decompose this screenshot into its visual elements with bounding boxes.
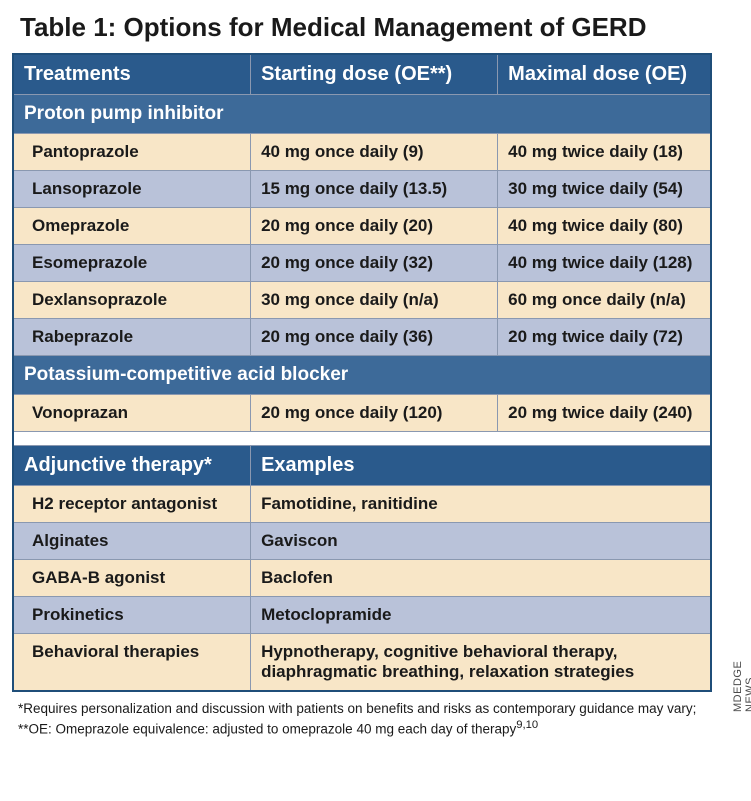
hdr-adjunctive: Adjunctive therapy*	[13, 446, 251, 486]
table-row: Vonoprazan 20 mg once daily (120) 20 mg …	[13, 395, 711, 432]
source-credit: MDEDGE NEWS	[732, 661, 751, 712]
footnote-1: *Requires personalization and discussion…	[18, 700, 706, 718]
table-row: H2 receptor antagonist Famotidine, ranit…	[13, 486, 711, 523]
drug-name: Esomeprazole	[13, 245, 251, 282]
table-row: Behavioral therapies Hypnotherapy, cogni…	[13, 634, 711, 692]
hdr-starting-dose: Starting dose (OE**)	[251, 54, 498, 95]
adjunct-example: Baclofen	[251, 560, 711, 597]
drug-name: Lansoprazole	[13, 171, 251, 208]
table-row: Pantoprazole 40 mg once daily (9) 40 mg …	[13, 134, 711, 171]
adjunct-example: Hypnotherapy, cognitive behavioral thera…	[251, 634, 711, 692]
drug-max: 40 mg twice daily (18)	[498, 134, 711, 171]
drug-start: 30 mg once daily (n/a)	[251, 282, 498, 319]
drug-max: 20 mg twice daily (72)	[498, 319, 711, 356]
adjunct-name: Behavioral therapies	[13, 634, 251, 692]
table-row: GABA-B agonist Baclofen	[13, 560, 711, 597]
drug-name: Pantoprazole	[13, 134, 251, 171]
drug-start: 20 mg once daily (120)	[251, 395, 498, 432]
gerd-table: Treatments Starting dose (OE**) Maximal …	[12, 53, 712, 692]
drug-max: 20 mg twice daily (240)	[498, 395, 711, 432]
drug-name: Vonoprazan	[13, 395, 251, 432]
footnotes: *Requires personalization and discussion…	[12, 692, 712, 739]
table-row: Alginates Gaviscon	[13, 523, 711, 560]
adjunct-example: Famotidine, ranitidine	[251, 486, 711, 523]
adjunct-example: Metoclopramide	[251, 597, 711, 634]
section-ppi: Proton pump inhibitor	[13, 95, 711, 134]
section-ppi-label: Proton pump inhibitor	[13, 95, 711, 134]
adjunct-name: Prokinetics	[13, 597, 251, 634]
footnote-citation: 9,10	[516, 719, 538, 731]
section-pcab: Potassium-competitive acid blocker	[13, 356, 711, 395]
adjunct-name: GABA-B agonist	[13, 560, 251, 597]
drug-start: 20 mg once daily (36)	[251, 319, 498, 356]
drug-name: Dexlansoprazole	[13, 282, 251, 319]
hdr-examples: Examples	[251, 446, 711, 486]
drug-name: Rabeprazole	[13, 319, 251, 356]
header-row-1: Treatments Starting dose (OE**) Maximal …	[13, 54, 711, 95]
spacer-row	[13, 432, 711, 446]
drug-max: 60 mg once daily (n/a)	[498, 282, 711, 319]
footnote-2: **OE: Omeprazole equivalence: adjusted t…	[18, 718, 706, 739]
hdr-maximal-dose: Maximal dose (OE)	[498, 54, 711, 95]
table-row: Rabeprazole 20 mg once daily (36) 20 mg …	[13, 319, 711, 356]
header-row-2: Adjunctive therapy* Examples	[13, 446, 711, 486]
adjunct-name: H2 receptor antagonist	[13, 486, 251, 523]
drug-start: 20 mg once daily (20)	[251, 208, 498, 245]
adjunct-example: Gaviscon	[251, 523, 711, 560]
drug-max: 40 mg twice daily (80)	[498, 208, 711, 245]
adjunct-name: Alginates	[13, 523, 251, 560]
drug-name: Omeprazole	[13, 208, 251, 245]
table-row: Esomeprazole 20 mg once daily (32) 40 mg…	[13, 245, 711, 282]
hdr-treatments: Treatments	[13, 54, 251, 95]
drug-start: 40 mg once daily (9)	[251, 134, 498, 171]
table-title: Table 1: Options for Medical Management …	[12, 12, 739, 43]
drug-max: 40 mg twice daily (128)	[498, 245, 711, 282]
drug-start: 20 mg once daily (32)	[251, 245, 498, 282]
drug-max: 30 mg twice daily (54)	[498, 171, 711, 208]
table-row: Prokinetics Metoclopramide	[13, 597, 711, 634]
section-pcab-label: Potassium-competitive acid blocker	[13, 356, 711, 395]
drug-start: 15 mg once daily (13.5)	[251, 171, 498, 208]
table-row: Dexlansoprazole 30 mg once daily (n/a) 6…	[13, 282, 711, 319]
table-row: Lansoprazole 15 mg once daily (13.5) 30 …	[13, 171, 711, 208]
table-row: Omeprazole 20 mg once daily (20) 40 mg t…	[13, 208, 711, 245]
